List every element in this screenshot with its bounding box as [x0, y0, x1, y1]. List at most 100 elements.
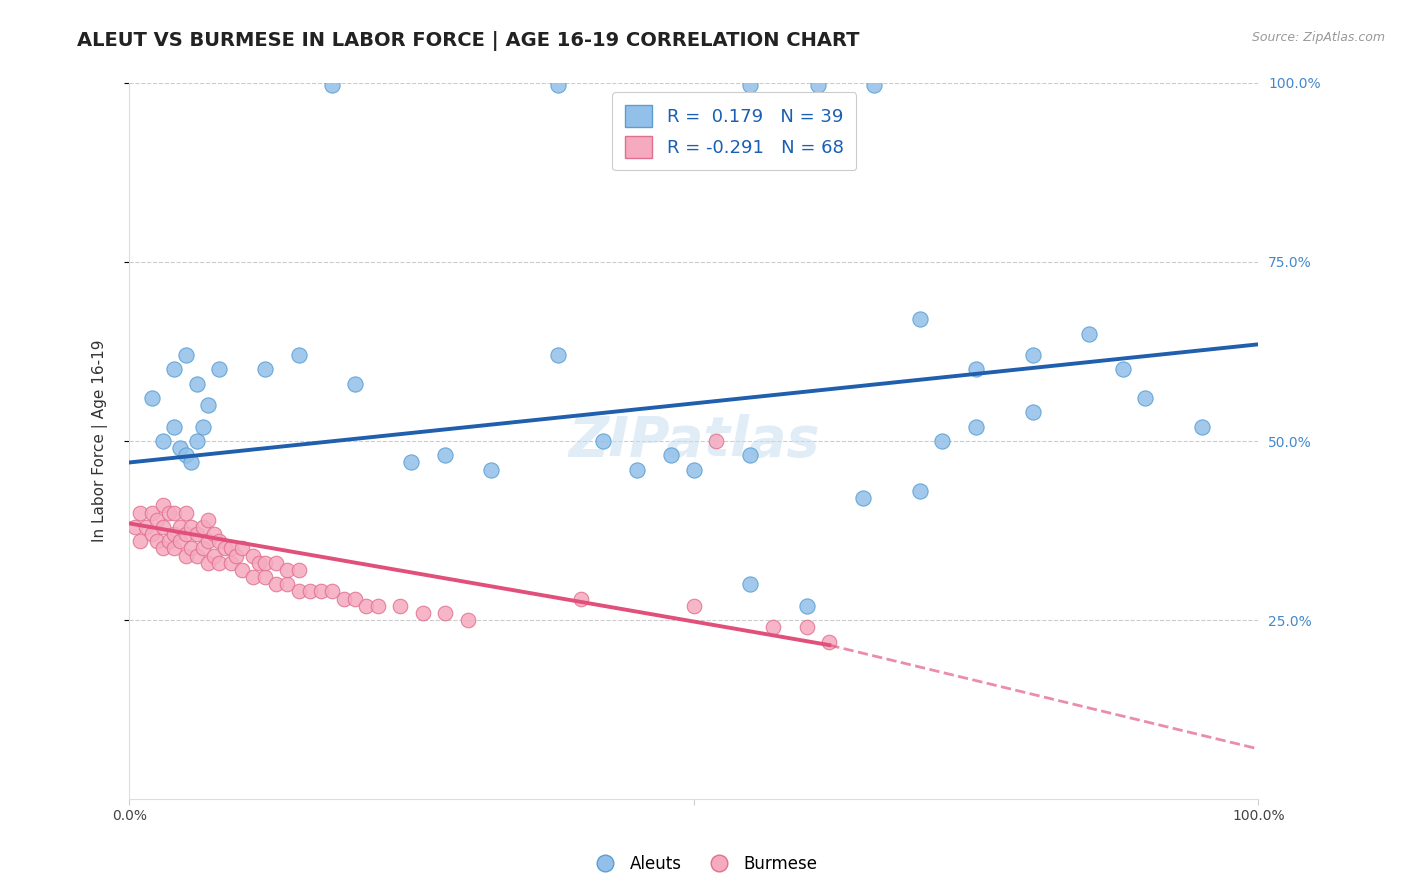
Point — [186, 376, 208, 391]
Point — [186, 549, 208, 563]
Point — [141, 506, 163, 520]
Point — [740, 577, 762, 591]
Text: ALEUT VS BURMESE IN LABOR FORCE | AGE 16-19 CORRELATION CHART: ALEUT VS BURMESE IN LABOR FORCE | AGE 16… — [77, 31, 860, 51]
Point — [389, 599, 412, 613]
Point — [569, 591, 592, 606]
Point — [157, 506, 180, 520]
Point — [197, 534, 219, 549]
Point — [1135, 391, 1157, 405]
Point — [225, 549, 247, 563]
Point — [191, 541, 214, 556]
Point — [659, 448, 682, 462]
Point — [253, 556, 276, 570]
Point — [169, 534, 191, 549]
Point — [309, 584, 332, 599]
Point — [965, 362, 987, 376]
Point — [191, 419, 214, 434]
Point — [180, 455, 202, 469]
Point — [180, 541, 202, 556]
Point — [135, 520, 157, 534]
Point — [356, 599, 378, 613]
Point — [1112, 362, 1135, 376]
Point — [818, 634, 841, 648]
Point — [547, 78, 569, 92]
Point — [242, 570, 264, 584]
Point — [704, 434, 727, 448]
Point — [208, 534, 231, 549]
Point — [174, 549, 197, 563]
Point — [264, 577, 287, 591]
Point — [264, 556, 287, 570]
Point — [298, 584, 321, 599]
Point — [332, 591, 354, 606]
Point — [163, 541, 186, 556]
Point — [682, 599, 704, 613]
Point — [434, 448, 457, 462]
Point — [169, 441, 191, 455]
Point — [214, 541, 236, 556]
Point — [479, 463, 502, 477]
Point — [796, 620, 818, 634]
Point — [457, 613, 479, 627]
Point — [141, 527, 163, 541]
Point — [247, 556, 270, 570]
Point — [908, 484, 931, 499]
Point — [124, 520, 146, 534]
Point — [796, 599, 818, 613]
Point — [626, 463, 648, 477]
Point — [321, 584, 343, 599]
Point — [231, 541, 253, 556]
Point — [202, 527, 225, 541]
Point — [208, 556, 231, 570]
Point — [191, 520, 214, 534]
Point — [287, 348, 309, 362]
Point — [163, 527, 186, 541]
Point — [434, 606, 457, 620]
Point — [965, 419, 987, 434]
Point — [762, 620, 785, 634]
Point — [276, 577, 298, 591]
Point — [141, 391, 163, 405]
Point — [163, 506, 186, 520]
Point — [169, 520, 191, 534]
Text: ZIPatlas: ZIPatlas — [568, 414, 820, 468]
Point — [186, 434, 208, 448]
Point — [219, 556, 242, 570]
Point — [174, 506, 197, 520]
Y-axis label: In Labor Force | Age 16-19: In Labor Force | Age 16-19 — [93, 340, 108, 542]
Point — [174, 527, 197, 541]
Point — [287, 563, 309, 577]
Point — [197, 556, 219, 570]
Point — [412, 606, 434, 620]
Point — [931, 434, 953, 448]
Point — [740, 78, 762, 92]
Point — [231, 563, 253, 577]
Point — [208, 362, 231, 376]
Point — [1021, 405, 1043, 419]
Point — [174, 348, 197, 362]
Point — [202, 549, 225, 563]
Point — [146, 534, 169, 549]
Point — [152, 499, 174, 513]
Point — [276, 563, 298, 577]
Point — [592, 434, 614, 448]
Point — [253, 570, 276, 584]
Point — [242, 549, 264, 563]
Point — [146, 513, 169, 527]
Point — [174, 448, 197, 462]
Point — [197, 513, 219, 527]
Point — [740, 448, 762, 462]
Point — [682, 463, 704, 477]
Point — [186, 527, 208, 541]
Point — [547, 348, 569, 362]
Point — [321, 78, 343, 92]
Point — [1021, 348, 1043, 362]
Point — [852, 491, 875, 506]
Point — [163, 362, 186, 376]
Point — [129, 534, 152, 549]
Point — [343, 591, 366, 606]
Point — [152, 434, 174, 448]
Point — [152, 520, 174, 534]
Legend: R =  0.179   N = 39, R = -0.291   N = 68: R = 0.179 N = 39, R = -0.291 N = 68 — [613, 92, 856, 170]
Point — [197, 398, 219, 412]
